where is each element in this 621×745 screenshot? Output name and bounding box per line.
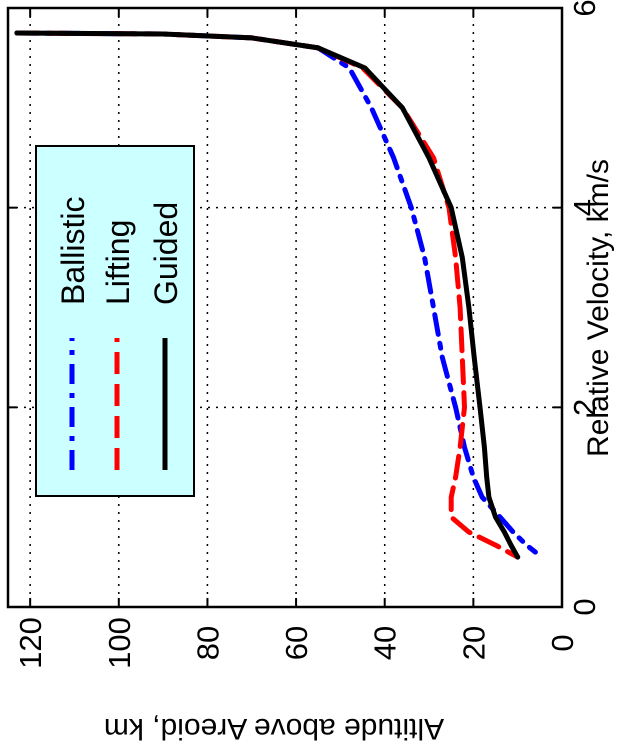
legend-label-lifting: Lifting <box>100 220 136 305</box>
x-tick-label: 4 <box>567 199 602 216</box>
x-axis-label: Relative Velocity, km/s <box>582 159 615 457</box>
legend-label-guided: Guided <box>148 202 184 305</box>
y-tick-label: 100 <box>102 617 137 669</box>
tick-marks <box>8 7 563 608</box>
x-tick-label: 6 <box>567 0 602 17</box>
y-tick-label: 120 <box>13 617 48 669</box>
y-tick-label: 20 <box>456 626 491 660</box>
y-tick-label: 80 <box>190 626 225 660</box>
y-tick-label: 60 <box>279 626 314 660</box>
y-tick-label: 0 <box>545 634 580 651</box>
x-tick-label: 2 <box>567 399 602 416</box>
y-tick-label: 40 <box>368 626 403 660</box>
legend-label-ballistic: Ballistic <box>55 197 91 305</box>
legend: Ballistic Lifting Guided <box>35 145 195 497</box>
y-axis-label: Altitude above Areoid, km <box>104 712 444 745</box>
series-line-guided <box>14 30 521 560</box>
series-group <box>14 30 538 560</box>
x-tick-label: 0 <box>567 598 602 615</box>
